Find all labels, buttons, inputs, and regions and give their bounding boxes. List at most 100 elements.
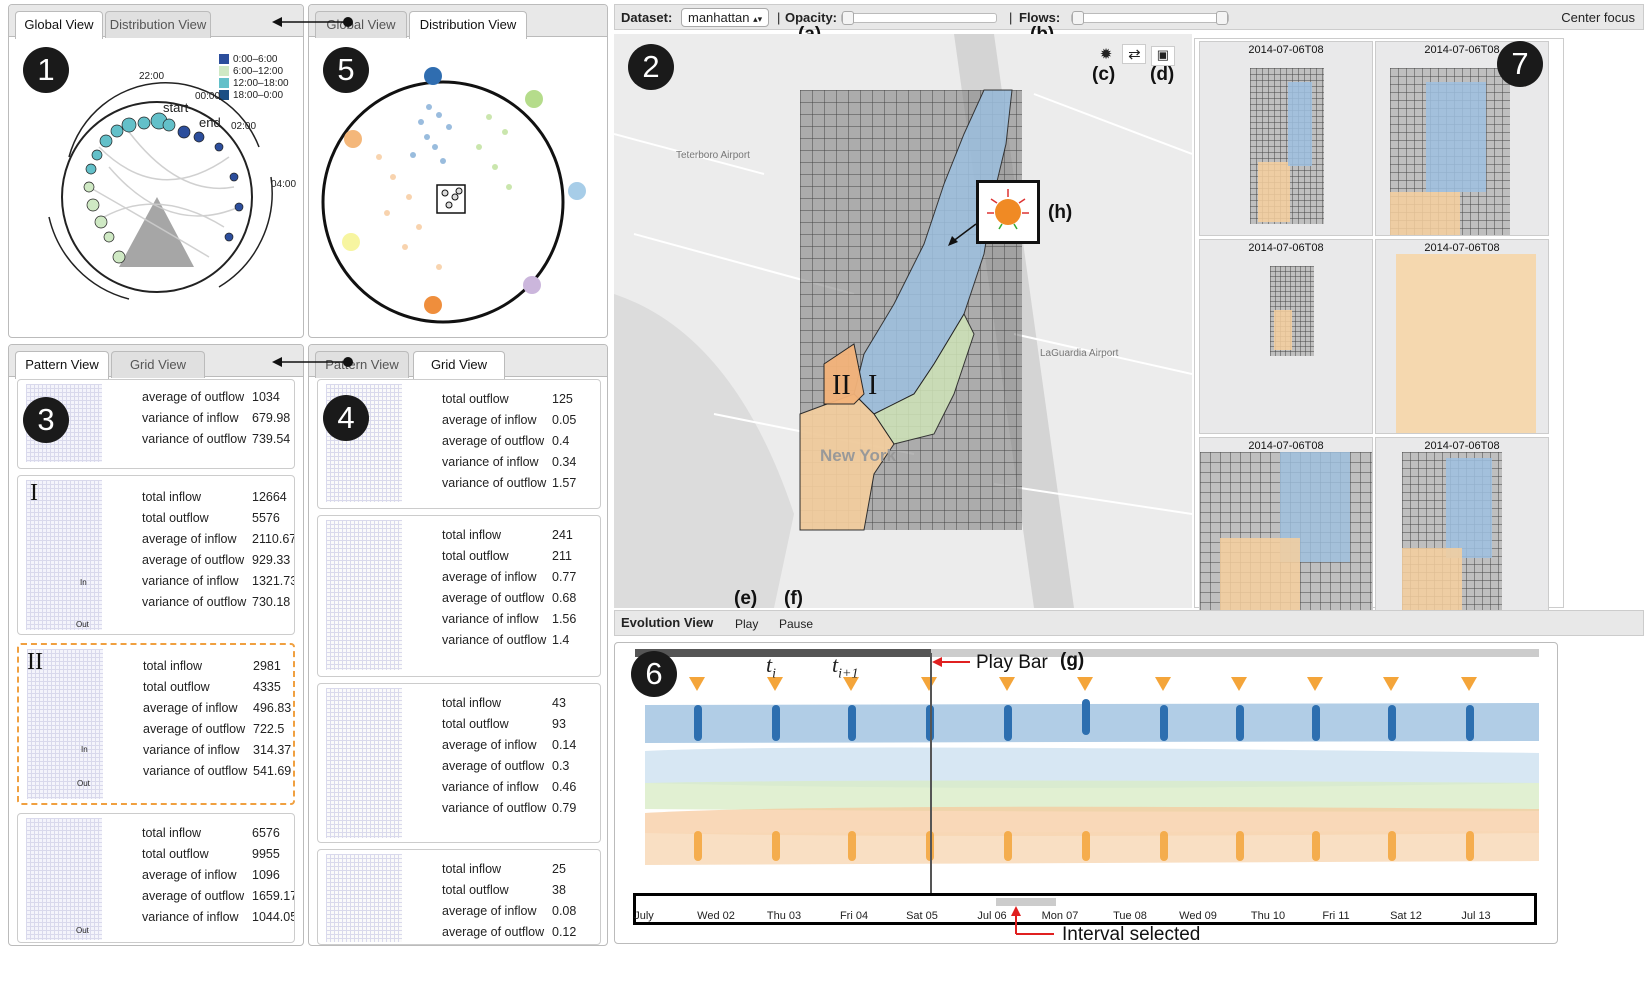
stat-value: 739.54 <box>252 431 291 446</box>
stat-value: 730.18 <box>252 594 291 609</box>
ti1-subscript: i+1 <box>838 666 859 682</box>
distribution-view-panel: Global View Distribution View 5 <box>308 4 608 338</box>
stat-label: variance of outflow <box>143 763 248 778</box>
tab-bar: Pattern View Grid View <box>9 345 303 379</box>
timeline-axis[interactable]: July Wed 02 Thu 03 Fri 04 Sat 05 Jul 06 … <box>633 893 1537 925</box>
grid-stats: total outflow 125 average of inflow 0.05 a… <box>442 388 576 493</box>
axis-tick: Tue 08 <box>1113 910 1147 922</box>
grid-thumbnail <box>326 854 402 942</box>
start-text: start <box>163 100 189 115</box>
snapshot-panel: 2014-07-06T08 2014-07-06T08 7 2014-07-06… <box>1194 38 1564 632</box>
axis-tick: Fri 11 <box>1322 910 1350 922</box>
pattern-card[interactable]: I In Out total inflow 12664 total outflow… <box>17 475 295 635</box>
tab-global-view[interactable]: Global View <box>15 11 103 39</box>
play-bar-annotation: Play Bar <box>976 652 1048 673</box>
panel-number-badge: 6 <box>631 651 677 697</box>
play-bar[interactable] <box>635 649 1539 657</box>
tab-distribution-view[interactable]: Distribution View <box>105 11 211 38</box>
stat-value: 0.3 <box>552 758 570 773</box>
snapshot-thumbnail[interactable]: 2014-07-06T08 <box>1375 437 1549 632</box>
panel-number-badge: 3 <box>23 397 69 443</box>
dataset-select[interactable]: manhattan ▴▾ <box>681 8 770 27</box>
stat-value: 4335 <box>253 679 281 694</box>
hour-label: 00:00 <box>195 91 221 102</box>
camera-icon[interactable]: ▣ <box>1150 46 1175 66</box>
stat-value: 496.83 <box>253 700 292 715</box>
stat-value: 1.4 <box>552 632 570 647</box>
swap-icon[interactable]: ⇄ <box>1122 44 1147 64</box>
stat-value: 38 <box>552 882 566 897</box>
tab-distribution-view[interactable]: Distribution View <box>409 11 527 39</box>
stat-label: average of inflow <box>442 412 537 427</box>
stat-label: average of inflow <box>442 737 537 752</box>
stat-value: 0.77 <box>552 569 577 584</box>
flows-slider[interactable] <box>1071 11 1229 25</box>
slider-knob[interactable] <box>842 11 854 25</box>
grid-card[interactable]: total outflow 125 average of inflow 0.05 a… <box>317 379 601 509</box>
stat-value: 1034 <box>252 389 280 404</box>
glyph-popup[interactable] <box>976 180 1040 244</box>
evolution-view[interactable]: 6 July Wed 02 Thu 03 Fri 04 Sat 05 Jul 0… <box>614 642 1558 944</box>
snapshot-thumbnail[interactable]: 2014-07-06T08 <box>1199 41 1373 236</box>
stat-value: 43 <box>552 695 566 710</box>
axis-tick: Sat 05 <box>906 910 938 922</box>
stat-value: 1.56 <box>552 611 577 626</box>
stat-label: variance of outflow <box>442 475 547 490</box>
settings-icon[interactable]: ✹ <box>1099 46 1113 63</box>
stat-label: average of outflow <box>442 924 545 939</box>
snapshot-thumbnail[interactable]: 2014-07-06T08 <box>1375 41 1549 236</box>
snapshot-timestamp: 2014-07-06T08 <box>1424 44 1500 56</box>
stat-label: average of outflow <box>143 721 246 736</box>
stat-label: variance of inflow <box>442 779 539 794</box>
pattern-card[interactable]: Out total inflow 6576 total outflow 9955 a… <box>17 813 295 943</box>
interval-selected-annotation: Interval selected <box>1062 924 1201 945</box>
stat-value: 0.4 <box>552 433 570 448</box>
axis-tick: Mon 07 <box>1041 910 1079 922</box>
grid-card[interactable]: total inflow 43 total outflow 93 average o… <box>317 683 601 843</box>
slider-knob[interactable] <box>1072 11 1084 25</box>
axis-tick: Thu 10 <box>1250 910 1286 922</box>
tab-pattern-view[interactable]: Pattern View <box>315 351 409 378</box>
stat-label: total outflow <box>442 548 509 563</box>
snapshot-region <box>1446 458 1492 558</box>
stat-label: total inflow <box>142 825 202 840</box>
slider-knob[interactable] <box>1216 11 1228 25</box>
snapshot-region <box>1390 192 1460 235</box>
snapshot-timestamp: 2014-07-06T08 <box>1248 242 1324 254</box>
center-focus-button[interactable]: Center focus <box>1561 10 1635 25</box>
separator: | <box>777 10 781 25</box>
annotation-f: (f) <box>784 588 803 609</box>
play-button[interactable]: Play <box>735 617 759 631</box>
stat-value: 679.98 <box>252 410 291 425</box>
snapshot-thumbnail[interactable]: 2014-07-06T08 <box>1199 239 1373 434</box>
stat-value: 211 <box>552 548 572 563</box>
snapshot-timestamp: 2014-07-06T08 <box>1424 440 1500 452</box>
stat-label: total outflow <box>442 716 509 731</box>
tab-grid-view[interactable]: Grid View <box>413 351 505 379</box>
map-view[interactable]: Teterboro Airport LaGuardia Airport II I… <box>614 34 1192 608</box>
snapshot-thumbnail[interactable]: 2014-07-06T08 <box>1199 437 1373 632</box>
grid-card[interactable]: total inflow 241 total outflow 211 average… <box>317 515 601 677</box>
region-II-label: II <box>832 370 851 401</box>
axis-tick: July <box>634 910 654 922</box>
tab-global-view[interactable]: Global View <box>315 11 407 38</box>
tab-bar: Global View Distribution View <box>309 5 607 39</box>
grid-view-panel: Pattern View Grid View 4 total outflow 12… <box>308 344 608 946</box>
tab-bar: Global View Distribution View <box>9 5 303 39</box>
stat-label: average of inflow <box>143 700 238 715</box>
tab-grid-view[interactable]: Grid View <box>111 351 205 378</box>
scatter-points <box>85 112 176 175</box>
stat-label: total inflow <box>442 527 502 542</box>
pause-button[interactable]: Pause <box>779 617 814 631</box>
pattern-stats: average of outflow 1034 variance of inflo… <box>142 386 290 449</box>
map-controls: ✹ ⇄ ▣ <box>1094 44 1175 66</box>
opacity-slider[interactable] <box>841 11 997 25</box>
grid-card[interactable]: total inflow 25 total outflow 38 average o… <box>317 849 601 945</box>
pattern-card-selected[interactable]: II In Out total inflow 2981 total outflow… <box>17 643 295 805</box>
selected-interval[interactable] <box>996 898 1056 906</box>
tab-pattern-view[interactable]: Pattern View <box>15 351 109 379</box>
annotation-h: (h) <box>1048 202 1073 223</box>
snapshot-thumbnail[interactable]: 2014-07-06T08 <box>1375 239 1549 434</box>
panel-number-badge: 1 <box>23 47 69 93</box>
legend-swatch <box>219 66 229 76</box>
